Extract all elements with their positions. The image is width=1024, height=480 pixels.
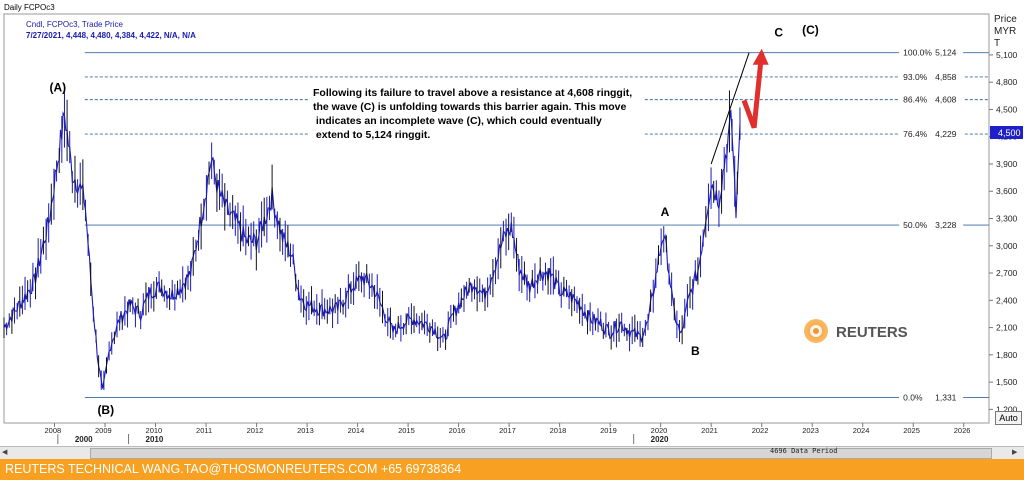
- x-tick-label: 2024: [853, 426, 870, 435]
- fib-ratio-label: 0.0%: [903, 392, 923, 402]
- plot-frame: [3, 13, 990, 424]
- wave-label: B: [691, 344, 700, 358]
- fib-value-label: 4,229: [935, 129, 957, 139]
- instrument-info: Cndl, FCPOc3, Trade Price: [26, 20, 123, 29]
- x-tick-label: 2022: [752, 426, 769, 435]
- x-tick-label: 2019: [600, 426, 617, 435]
- y-tick-label: 2,700: [996, 268, 1018, 278]
- x-tick-label: 2014: [348, 426, 365, 435]
- x-tick-label: 2010: [146, 426, 163, 435]
- y-tick-label: 3,000: [996, 241, 1018, 251]
- x-tick-label: 2018: [550, 426, 567, 435]
- fib-value-label: 1,331: [935, 392, 957, 402]
- auto-scale-button[interactable]: Auto: [995, 411, 1022, 425]
- scroll-right-icon[interactable]: ▶: [1012, 449, 1018, 456]
- projection-arrow: [741, 52, 765, 129]
- price-axis-label: Price: [994, 14, 1017, 25]
- x-tick-label: 2017: [499, 426, 516, 435]
- price-chart[interactable]: Price MYR T REUTERS 100.0% 5,124 93.0% 4,85…: [0, 0, 1024, 446]
- x-tick-label: 2025: [903, 426, 920, 435]
- x-tick-label: 2023: [802, 426, 819, 435]
- current-price-value: 4,500: [998, 128, 1021, 138]
- currency-label: MYR: [994, 26, 1016, 37]
- y-tick-label: 2,100: [996, 323, 1018, 333]
- decade-label: 2000: [75, 435, 93, 444]
- y-tick-label: 1,200: [996, 404, 1018, 414]
- data-period-label: 4696 Data Period: [770, 447, 838, 455]
- trend-line: [710, 52, 750, 165]
- footer-bar: REUTERS TECHNICAL WANG.TAO@THOSMONREUTER…: [0, 459, 1024, 480]
- fib-value-label: 4,858: [935, 72, 957, 82]
- wave-label: C: [774, 26, 783, 40]
- scroll-left-icon[interactable]: ◀: [2, 449, 8, 456]
- wave-label: A: [661, 205, 670, 219]
- y-tick-label: 3,300: [996, 214, 1018, 224]
- x-tick-label: 2020: [651, 426, 668, 435]
- annotation-line-2: the wave (C) is unfolding towards this b…: [313, 101, 626, 113]
- annotation-line-3: indicates an incomplete wave (C), which …: [313, 115, 602, 127]
- fib-value-label: 4,608: [935, 95, 957, 105]
- y-tick-label: 1,800: [996, 350, 1018, 360]
- x-tick-label: 2015: [398, 426, 415, 435]
- fib-ratio-label: 100.0%: [903, 48, 932, 58]
- y-tick-label: 1,500: [996, 377, 1018, 387]
- x-tick-label: 2021: [701, 426, 718, 435]
- fib-label-bg: [899, 94, 964, 105]
- watermark-text: REUTERS: [836, 324, 908, 341]
- y-tick-label: 3,900: [996, 159, 1018, 169]
- y-tick-label: 4,800: [996, 77, 1018, 87]
- fib-label-bg: [899, 220, 964, 231]
- fib-label-bg: [899, 392, 964, 403]
- chart-title: Daily FCPOc3: [4, 3, 55, 12]
- unit-label: T: [994, 38, 1000, 49]
- x-tick-label: 2009: [95, 426, 112, 435]
- reuters-watermark: REUTERS: [798, 313, 908, 349]
- x-tick-label: 2016: [449, 426, 466, 435]
- y-tick-label: 4,500: [996, 104, 1018, 114]
- y-tick-label: 3,600: [996, 186, 1018, 196]
- wave-label: (A): [49, 80, 66, 94]
- current-price-tag: [990, 126, 1023, 139]
- fib-value-label: 3,228: [935, 220, 957, 230]
- wave-label: (C): [802, 23, 819, 37]
- fib-value-label: 5,124: [935, 48, 957, 58]
- fib-label-bg: [899, 129, 964, 140]
- fib-ratio-label: 86.4%: [903, 95, 928, 105]
- fib-ratio-label: 93.0%: [903, 72, 928, 82]
- y-tick-label: 2,400: [996, 295, 1018, 305]
- fib-label-bg: [899, 71, 964, 82]
- scroll-thumb[interactable]: [90, 448, 992, 459]
- decade-label: 2010: [146, 435, 164, 444]
- chart-scrollbar[interactable]: ◀ 4696 Data Period ▶: [0, 446, 1024, 459]
- x-tick-label: 2011: [196, 426, 212, 435]
- x-tick-label: 2008: [45, 426, 62, 435]
- annotation-line-4: extend to 5,124 ringgit.: [313, 129, 430, 141]
- arrow-head-icon: [752, 48, 769, 65]
- annotation-box: [308, 84, 643, 144]
- ohlc-readout: 7/27/2021, 4,448, 4,480, 4,384, 4,422, N…: [26, 31, 196, 40]
- fib-label-bg: [899, 47, 964, 58]
- x-tick-label: 2026: [954, 426, 971, 435]
- decade-label: 2020: [651, 435, 669, 444]
- annotation-line-1: Following its failure to travel above a …: [313, 87, 632, 99]
- x-tick-label: 2013: [297, 426, 314, 435]
- wave-label: (B): [97, 403, 114, 417]
- x-tick-label: 2012: [247, 426, 264, 435]
- fib-ratio-label: 50.0%: [903, 220, 928, 230]
- y-tick-label: 5,100: [996, 50, 1018, 60]
- fib-ratio-label: 76.4%: [903, 129, 928, 139]
